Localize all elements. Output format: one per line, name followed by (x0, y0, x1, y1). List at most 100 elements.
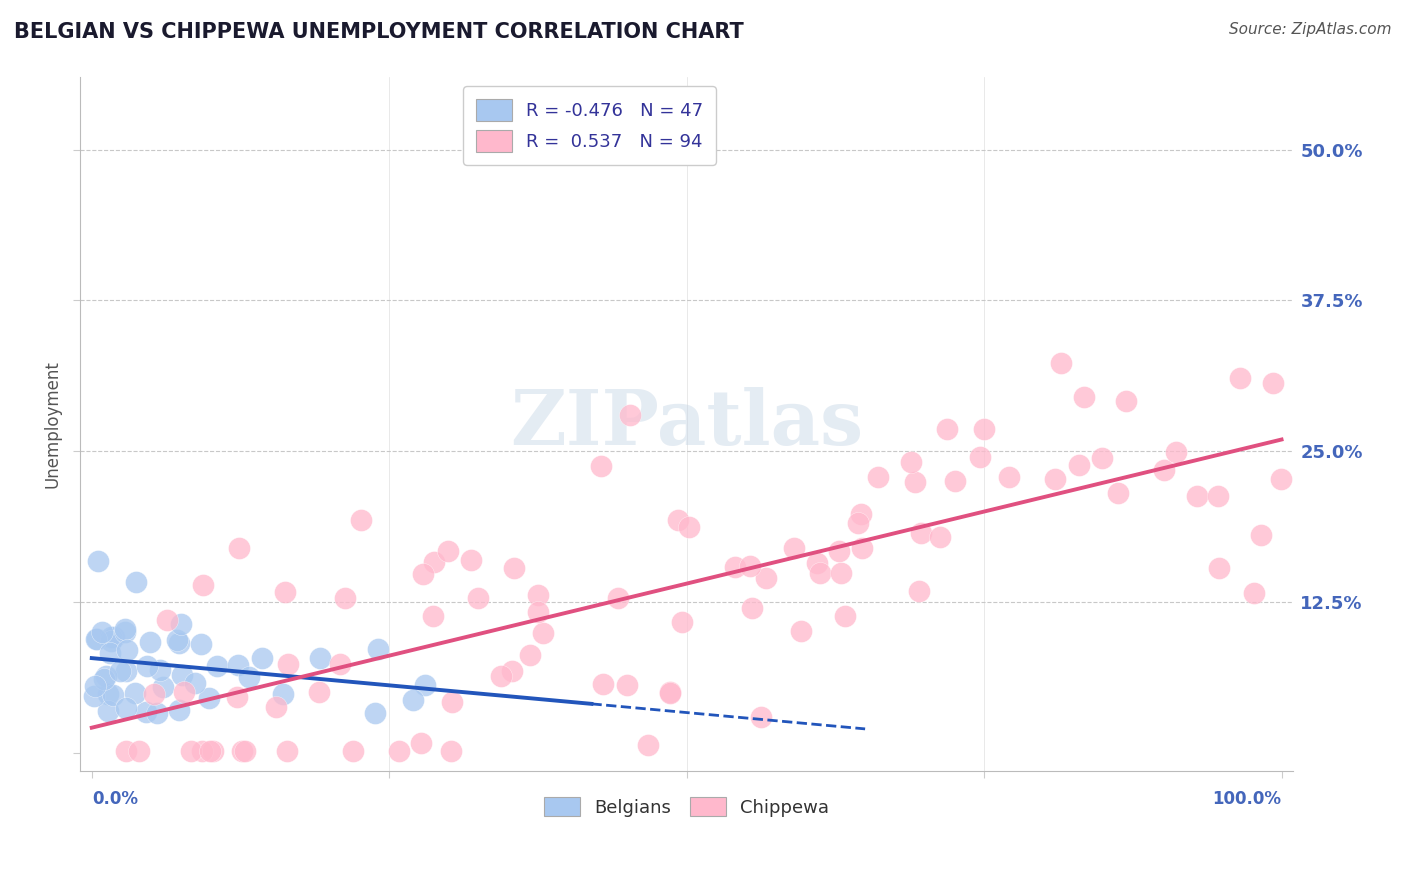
Point (143, 687, 166, 701)
Point (467, 591, 489, 606)
Point (998, 470, 1021, 484)
Point (1166, 445, 1188, 459)
Point (413, 678, 436, 692)
Point (184, 676, 207, 690)
Point (128, 744, 150, 758)
Point (1229, 371, 1251, 385)
Point (125, 575, 148, 590)
Point (808, 566, 831, 580)
Point (226, 658, 249, 673)
Point (274, 585, 297, 599)
Text: Source: ZipAtlas.com: Source: ZipAtlas.com (1229, 22, 1392, 37)
Point (423, 555, 446, 569)
Point (329, 657, 352, 671)
Point (228, 541, 250, 555)
Point (969, 450, 991, 464)
Point (460, 552, 482, 566)
Point (110, 664, 132, 678)
Point (436, 544, 458, 558)
Point (198, 744, 221, 758)
Point (167, 703, 190, 717)
Point (309, 651, 332, 665)
Point (90, 624, 112, 639)
Point (678, 520, 700, 534)
Point (503, 561, 526, 575)
Point (156, 614, 179, 628)
Point (849, 507, 872, 521)
Point (100, 630, 122, 644)
Point (637, 738, 659, 752)
Point (910, 526, 932, 541)
Point (100, 634, 122, 648)
Point (136, 659, 159, 673)
Point (114, 744, 136, 758)
Point (724, 560, 747, 574)
Point (666, 513, 689, 527)
Point (412, 566, 434, 581)
Point (851, 541, 873, 556)
Point (783, 541, 806, 555)
Point (1261, 376, 1284, 390)
Point (277, 657, 299, 672)
Point (1208, 561, 1230, 575)
Point (1185, 489, 1208, 503)
Point (170, 668, 193, 682)
Point (755, 571, 778, 585)
Point (115, 700, 138, 714)
Point (233, 744, 256, 758)
Point (173, 684, 195, 698)
Point (489, 669, 512, 683)
Point (367, 642, 389, 657)
Point (1243, 586, 1265, 600)
Point (1091, 450, 1114, 465)
Point (138, 634, 160, 648)
Point (205, 658, 228, 673)
Point (1208, 489, 1230, 503)
Point (501, 665, 523, 679)
Point (830, 566, 852, 580)
Point (388, 744, 411, 758)
Point (929, 530, 952, 544)
Point (441, 695, 464, 709)
Point (1153, 463, 1175, 477)
Point (264, 699, 287, 714)
Point (741, 601, 763, 615)
Point (94, 669, 117, 683)
Point (201, 744, 224, 758)
Point (422, 609, 444, 624)
Point (740, 558, 762, 573)
Point (238, 670, 260, 684)
Point (592, 677, 614, 691)
Point (1250, 528, 1272, 542)
Point (198, 691, 221, 706)
Point (907, 583, 929, 598)
Point (527, 605, 550, 619)
Point (1073, 390, 1095, 404)
Point (904, 475, 927, 489)
Point (93, 673, 115, 687)
Point (117, 643, 139, 657)
Point (191, 577, 214, 591)
Point (1067, 458, 1090, 472)
Point (167, 635, 190, 649)
Point (658, 684, 681, 698)
Point (170, 617, 193, 632)
Point (114, 622, 136, 636)
Point (152, 680, 174, 694)
Point (114, 624, 136, 639)
Point (616, 678, 638, 692)
Point (900, 455, 922, 469)
Point (533, 625, 555, 640)
Point (271, 687, 294, 701)
Point (225, 690, 247, 705)
Point (671, 615, 693, 629)
Point (97, 687, 120, 701)
Text: 100.0%: 100.0% (1212, 790, 1281, 808)
Point (124, 686, 146, 700)
Point (350, 513, 373, 527)
Point (519, 648, 541, 662)
Point (146, 706, 169, 720)
Point (276, 744, 298, 758)
Point (98, 647, 121, 661)
Point (191, 744, 214, 758)
